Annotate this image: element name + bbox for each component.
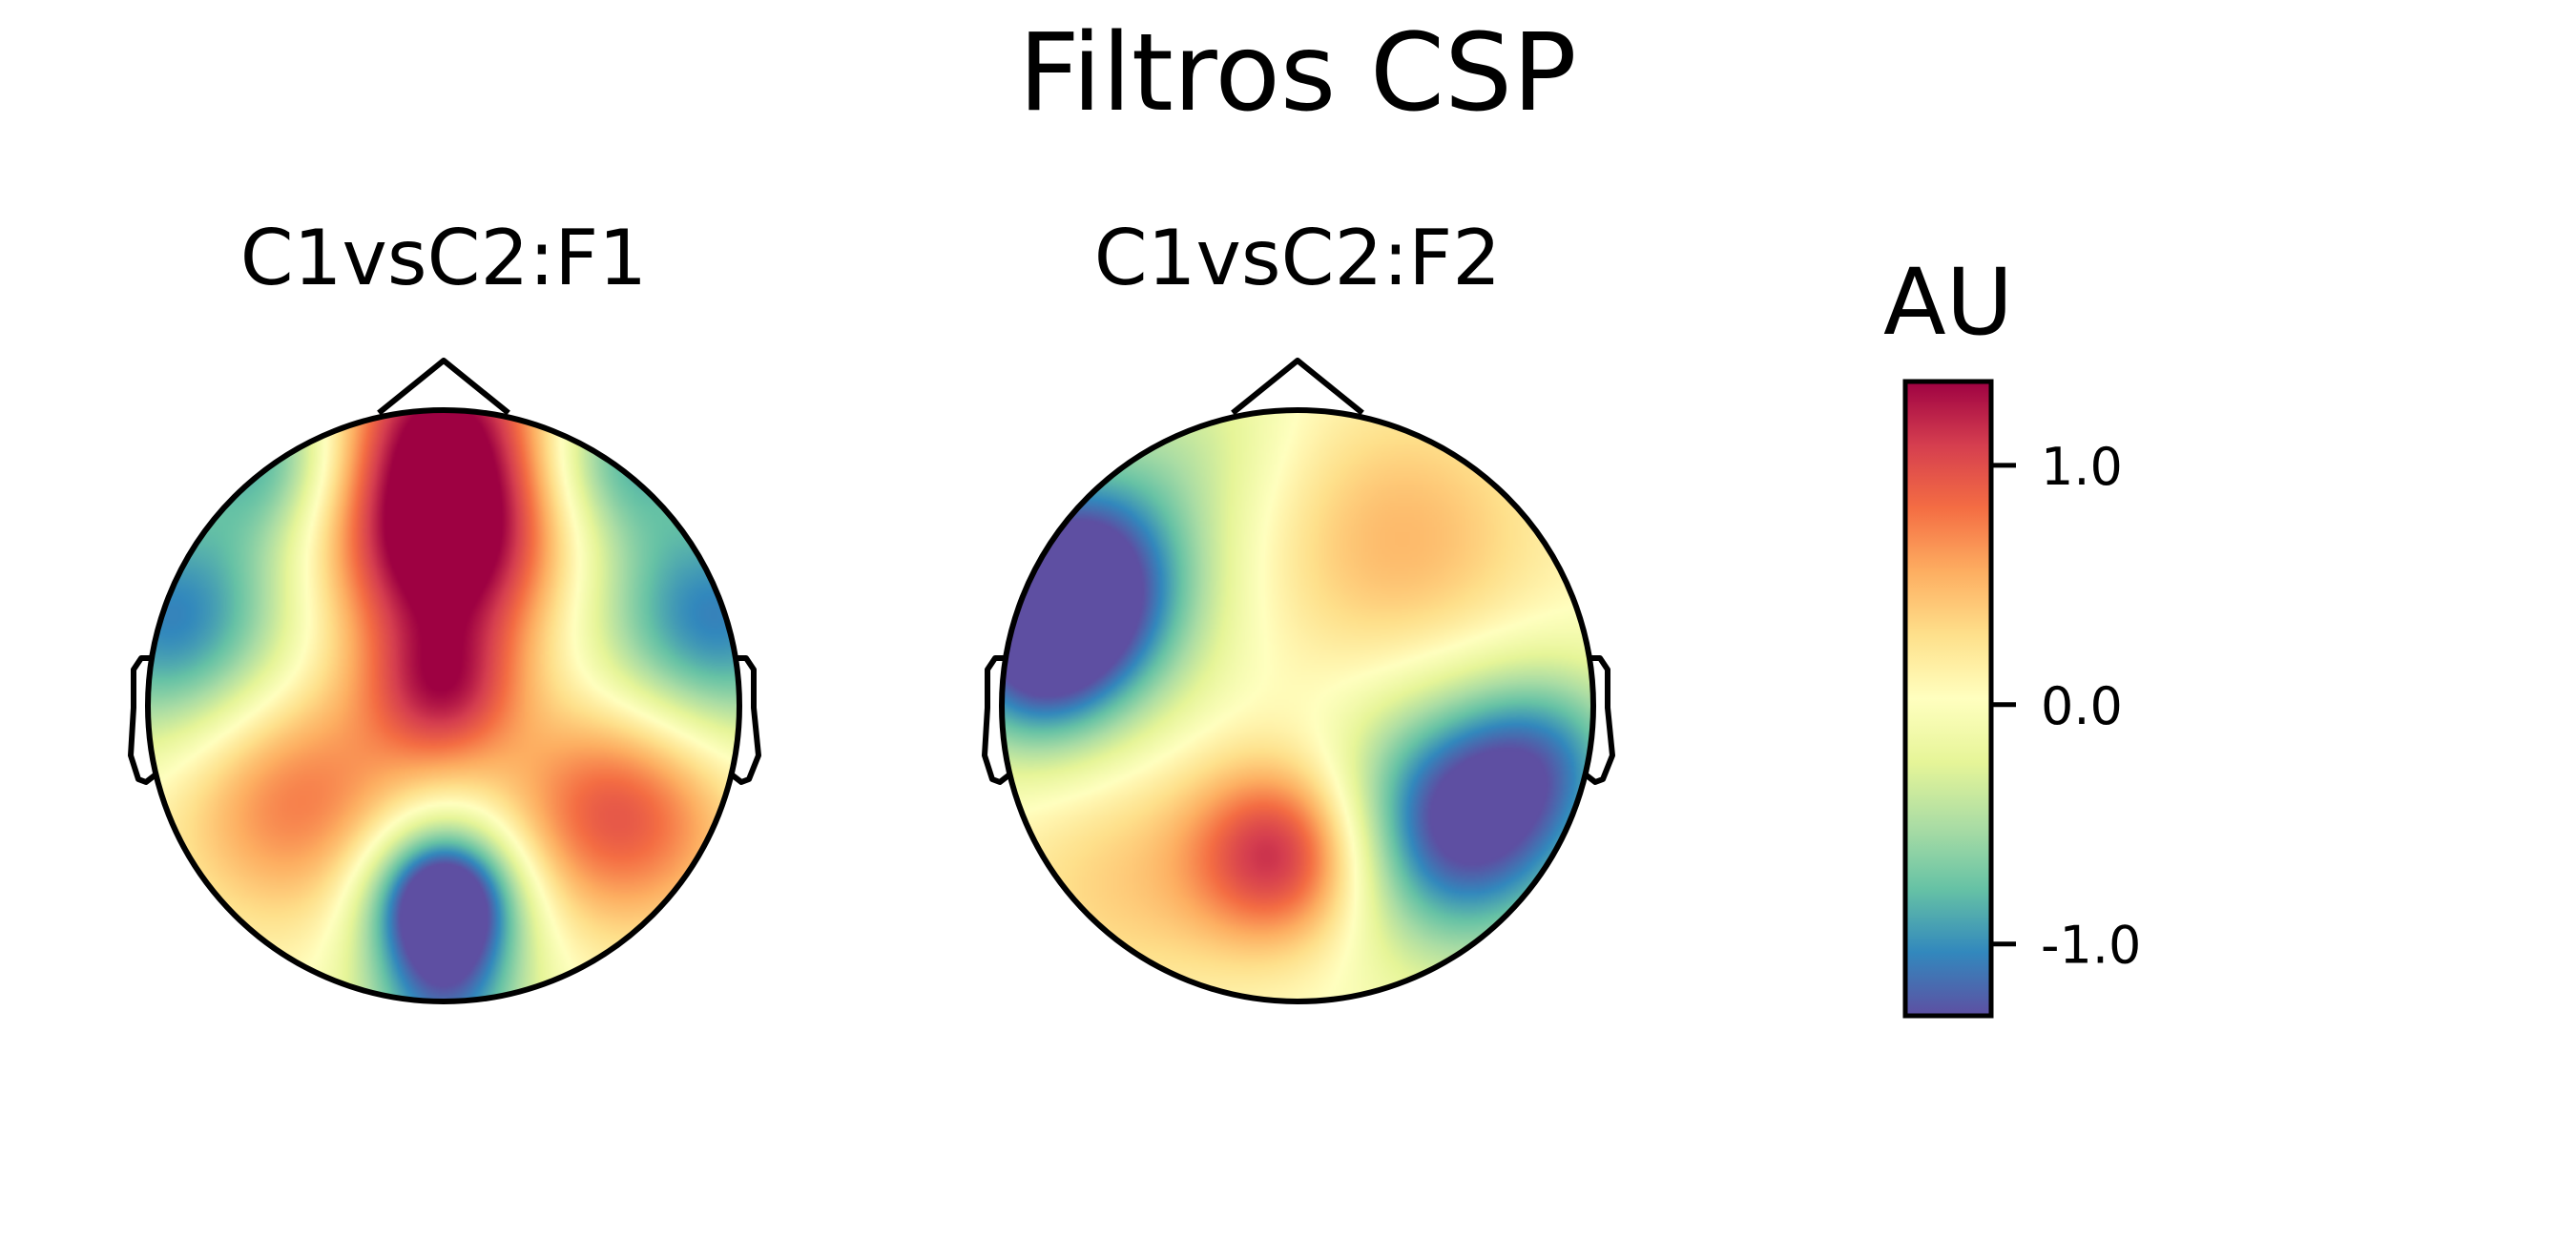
topomap-2-head-outline — [999, 407, 1596, 1004]
colorbar-tick-label: 1.0 — [2041, 437, 2123, 497]
topomap-1: C1vsC2:F1 — [128, 214, 761, 1004]
topomap-1-head-outline — [145, 407, 742, 1004]
topomap-2-left-ear — [982, 655, 1010, 785]
topomap-1-title: C1vsC2:F1 — [240, 214, 647, 302]
figure-title: Filtros CSP — [1018, 11, 1576, 135]
topomap-1-heatmap — [148, 410, 739, 1001]
colorbar-label: AU — [1883, 249, 2013, 356]
topomap-2-heatmap — [1002, 410, 1593, 1001]
colorbar-tick-label: -1.0 — [2041, 916, 2141, 976]
topomap-2-right-ear — [1585, 655, 1615, 785]
colorbar-tick-label: 0.0 — [2041, 676, 2123, 736]
colorbar: AU 1.0 0.0 -1.0 — [1883, 249, 2141, 1019]
topomap-1-nose — [377, 358, 510, 416]
colorbar-ticks: 1.0 0.0 -1.0 — [1991, 437, 2141, 976]
colorbar-outline — [1902, 379, 1994, 1019]
topomap-2-nose — [1231, 358, 1364, 416]
topomap-2-title: C1vsC2:F2 — [1094, 214, 1501, 302]
topomap-1-right-ear — [731, 655, 761, 785]
colorbar-fill — [1905, 382, 1991, 1016]
topomap-2: C1vsC2:F2 — [982, 214, 1615, 1004]
topomap-1-left-ear — [128, 655, 156, 785]
